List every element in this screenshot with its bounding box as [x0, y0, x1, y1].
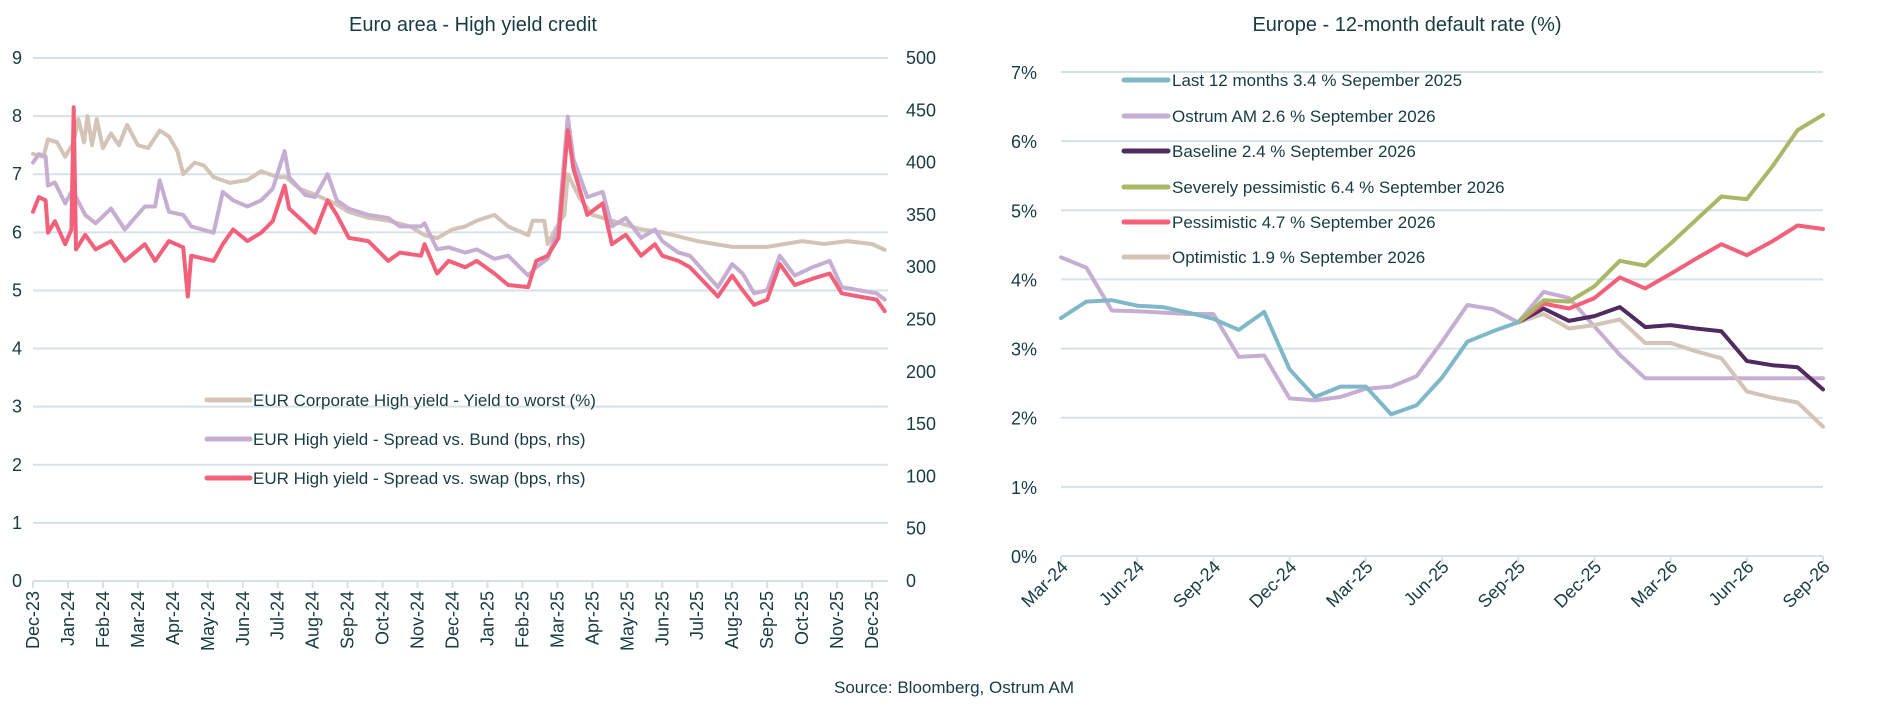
- legend-label: Last 12 months 3.4 % Sepember 2025: [1172, 71, 1462, 90]
- y-left-tick-label: 0: [12, 571, 22, 591]
- y-tick-label: 0%: [1011, 547, 1037, 567]
- y-left-tick-label: 1: [12, 513, 22, 533]
- x-tick-label: Jun-26: [1705, 557, 1758, 610]
- series-line-5: [1516, 312, 1825, 429]
- y-tick-label: 6%: [1011, 132, 1037, 152]
- y-right-tick-label: 450: [906, 100, 936, 120]
- x-tick-label: Sep-24: [338, 591, 358, 649]
- x-tick-label: Jun-25: [1400, 557, 1453, 610]
- x-tick-label: Mar-25: [1322, 557, 1376, 611]
- legend-label: Ostrum AM 2.6 % September 2026: [1172, 107, 1436, 126]
- x-tick-label: Jun-25: [652, 591, 672, 646]
- y-left-tick-label: 9: [12, 48, 22, 68]
- series-line-2: [1516, 305, 1825, 392]
- x-tick-label: Sep-26: [1779, 557, 1834, 612]
- chart-euro-area-high-yield: Euro area - High yield credit 0 1 2 3 4 5 6 7 8 9…: [12, 14, 936, 651]
- x-tick-label: Apr-25: [582, 591, 602, 645]
- x-tick-label: May-25: [617, 591, 637, 651]
- y-right-tick-label: 200: [906, 362, 936, 382]
- y-right-tick-label: 500: [906, 48, 936, 68]
- y-tick-label: 5%: [1011, 201, 1037, 221]
- chart-title: Europe - 12-month default rate (%): [1252, 14, 1561, 36]
- legend-label: Pessimistic 4.7 % September 2026: [1172, 213, 1436, 232]
- y-right-tick-label: 350: [906, 205, 936, 225]
- x-tick-label: Nov-25: [827, 591, 847, 649]
- x-tick-label: Feb-25: [512, 591, 532, 648]
- legend-label: Severely pessimistic 6.4 % September 202…: [1172, 178, 1505, 197]
- x-tick-label: Sep-25: [757, 591, 777, 649]
- x-tick-label: Mar-25: [547, 591, 567, 648]
- y-tick-label: 3%: [1011, 340, 1037, 360]
- x-tick-label: Sep-25: [1474, 557, 1529, 612]
- x-tick-label: Sep-24: [1169, 557, 1224, 612]
- y-right-tick-label: 50: [906, 519, 926, 539]
- y-left-tick-label: 4: [12, 339, 22, 359]
- legend-label: EUR High yield - Spread vs. Bund (bps, r…: [253, 430, 586, 449]
- y-left-tick-label: 3: [12, 397, 22, 417]
- x-tick-label: Jul-25: [687, 591, 707, 640]
- x-tick-label: Jul-24: [268, 591, 288, 640]
- y-left-tick-label: 5: [12, 280, 22, 300]
- x-tick-label: Jan-24: [58, 591, 78, 646]
- y-tick-label: 4%: [1011, 270, 1037, 290]
- y-tick-label: 7%: [1011, 63, 1037, 83]
- series-line-3: [1516, 112, 1825, 325]
- chart-title: Euro area - High yield credit: [349, 14, 597, 36]
- legend-label: Optimistic 1.9 % September 2026: [1172, 248, 1425, 267]
- y-left-tick-label: 2: [12, 455, 22, 475]
- y-right-tick-label: 300: [906, 257, 936, 277]
- y-right-tick-label: 0: [906, 571, 916, 591]
- x-tick-label: Mar-24: [128, 591, 148, 648]
- x-tick-label: Oct-24: [373, 591, 393, 645]
- x-tick-label: Nov-24: [408, 591, 428, 649]
- series-line-2: [31, 105, 887, 314]
- series-line-0: [1059, 298, 1521, 417]
- x-tick-label: Dec-24: [1245, 557, 1300, 612]
- y-left-tick-label: 8: [12, 106, 22, 126]
- series-line-1: [31, 114, 887, 302]
- series-line-4: [1516, 223, 1825, 325]
- x-tick-label: Jan-25: [477, 591, 497, 646]
- x-tick-label: Dec-24: [443, 591, 463, 649]
- y-left-tick-label: 6: [12, 222, 22, 242]
- y-tick-label: 1%: [1011, 478, 1037, 498]
- x-tick-label: Feb-24: [93, 591, 113, 648]
- x-tick-label: Mar-26: [1627, 557, 1681, 611]
- x-tick-label: Dec-25: [1550, 557, 1605, 612]
- x-tick-label: Dec-25: [862, 591, 882, 649]
- x-tick-label: Aug-24: [303, 591, 323, 649]
- legend-label: EUR Corporate High yield - Yield to wors…: [253, 391, 596, 410]
- legend-label: Baseline 2.4 % September 2026: [1172, 142, 1416, 161]
- y-right-tick-label: 250: [906, 310, 936, 330]
- x-tick-label: Oct-25: [792, 591, 812, 645]
- y-left-tick-label: 7: [12, 164, 22, 184]
- x-tick-label: Jun-24: [233, 591, 253, 646]
- x-tick-label: Jun-24: [1095, 557, 1148, 610]
- y-tick-label: 2%: [1011, 409, 1037, 429]
- x-tick-label: Apr-24: [163, 591, 183, 645]
- x-tick-label: May-24: [198, 591, 218, 651]
- y-right-tick-label: 150: [906, 414, 936, 434]
- chart-europe-default-rate: Europe - 12-month default rate (%) 0% 1% 2…: [1011, 14, 1834, 612]
- y-right-tick-label: 400: [906, 153, 936, 173]
- y-right-tick-label: 100: [906, 466, 936, 486]
- x-tick-label: Aug-25: [722, 591, 742, 649]
- source-note: Source: Bloomberg, Ostrum AM: [834, 678, 1074, 697]
- legend-label: EUR High yield - Spread vs. swap (bps, r…: [253, 469, 586, 488]
- x-tick-label: Dec-23: [23, 591, 43, 649]
